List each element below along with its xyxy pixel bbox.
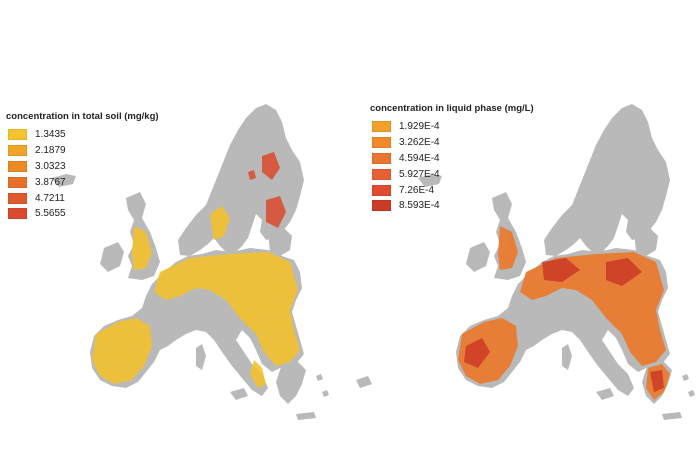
legend-item: 1.3435 <box>6 127 159 143</box>
legend-label: 2.1879 <box>35 145 66 157</box>
legend-label: 1.3435 <box>35 129 66 141</box>
legend-item: 3.0323 <box>6 159 159 175</box>
legend-total-soil: concentration in total soil (mg/kg) 1.34… <box>6 111 159 222</box>
legend-swatch <box>372 184 391 196</box>
legend-swatch <box>8 176 27 188</box>
legend-swatch <box>372 200 391 212</box>
legend-swatch <box>372 121 391 133</box>
legend-swatch <box>8 145 27 157</box>
legend-swatch <box>8 129 27 141</box>
legend-item: 4.7211 <box>6 190 159 206</box>
legend-label: 4.7211 <box>35 192 65 204</box>
legend-label: 7.26E-4 <box>399 184 435 196</box>
legend-liquid-phase: concentration in liquid phase (mg/L) 1.9… <box>370 103 534 214</box>
legend-item: 3.8767 <box>6 174 159 190</box>
legend-swatch <box>8 208 27 220</box>
legend-item: 7.26E-4 <box>370 182 534 198</box>
legend-item: 4.594E-4 <box>370 151 534 167</box>
legend-label: 3.8767 <box>35 176 66 188</box>
legend-label: 1.929E-4 <box>399 121 440 133</box>
legend-item: 2.1879 <box>6 143 159 159</box>
legend-swatch <box>372 152 391 164</box>
legend-swatch <box>8 160 27 172</box>
legend-item: 5.5655 <box>6 206 159 222</box>
legend-title: concentration in liquid phase (mg/L) <box>370 103 534 114</box>
legend-swatch <box>372 137 391 149</box>
legend-label: 4.594E-4 <box>399 152 440 164</box>
legend-item: 1.929E-4 <box>370 119 534 135</box>
legend-item: 8.593E-4 <box>370 198 534 214</box>
legend-label: 5.927E-4 <box>399 168 440 180</box>
legend-label: 5.5655 <box>35 208 66 220</box>
legend-label: 8.593E-4 <box>399 200 440 212</box>
legend-label: 3.0323 <box>35 160 66 172</box>
legend-item: 5.927E-4 <box>370 166 534 182</box>
legend-label: 3.262E-4 <box>399 137 440 149</box>
legend-title: concentration in total soil (mg/kg) <box>6 111 159 122</box>
legend-item: 3.262E-4 <box>370 135 534 151</box>
legend-swatch <box>8 192 27 204</box>
legend-swatch <box>372 168 391 180</box>
